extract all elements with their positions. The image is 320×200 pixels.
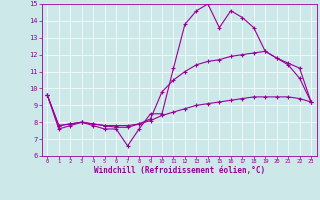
X-axis label: Windchill (Refroidissement éolien,°C): Windchill (Refroidissement éolien,°C) bbox=[94, 166, 265, 175]
